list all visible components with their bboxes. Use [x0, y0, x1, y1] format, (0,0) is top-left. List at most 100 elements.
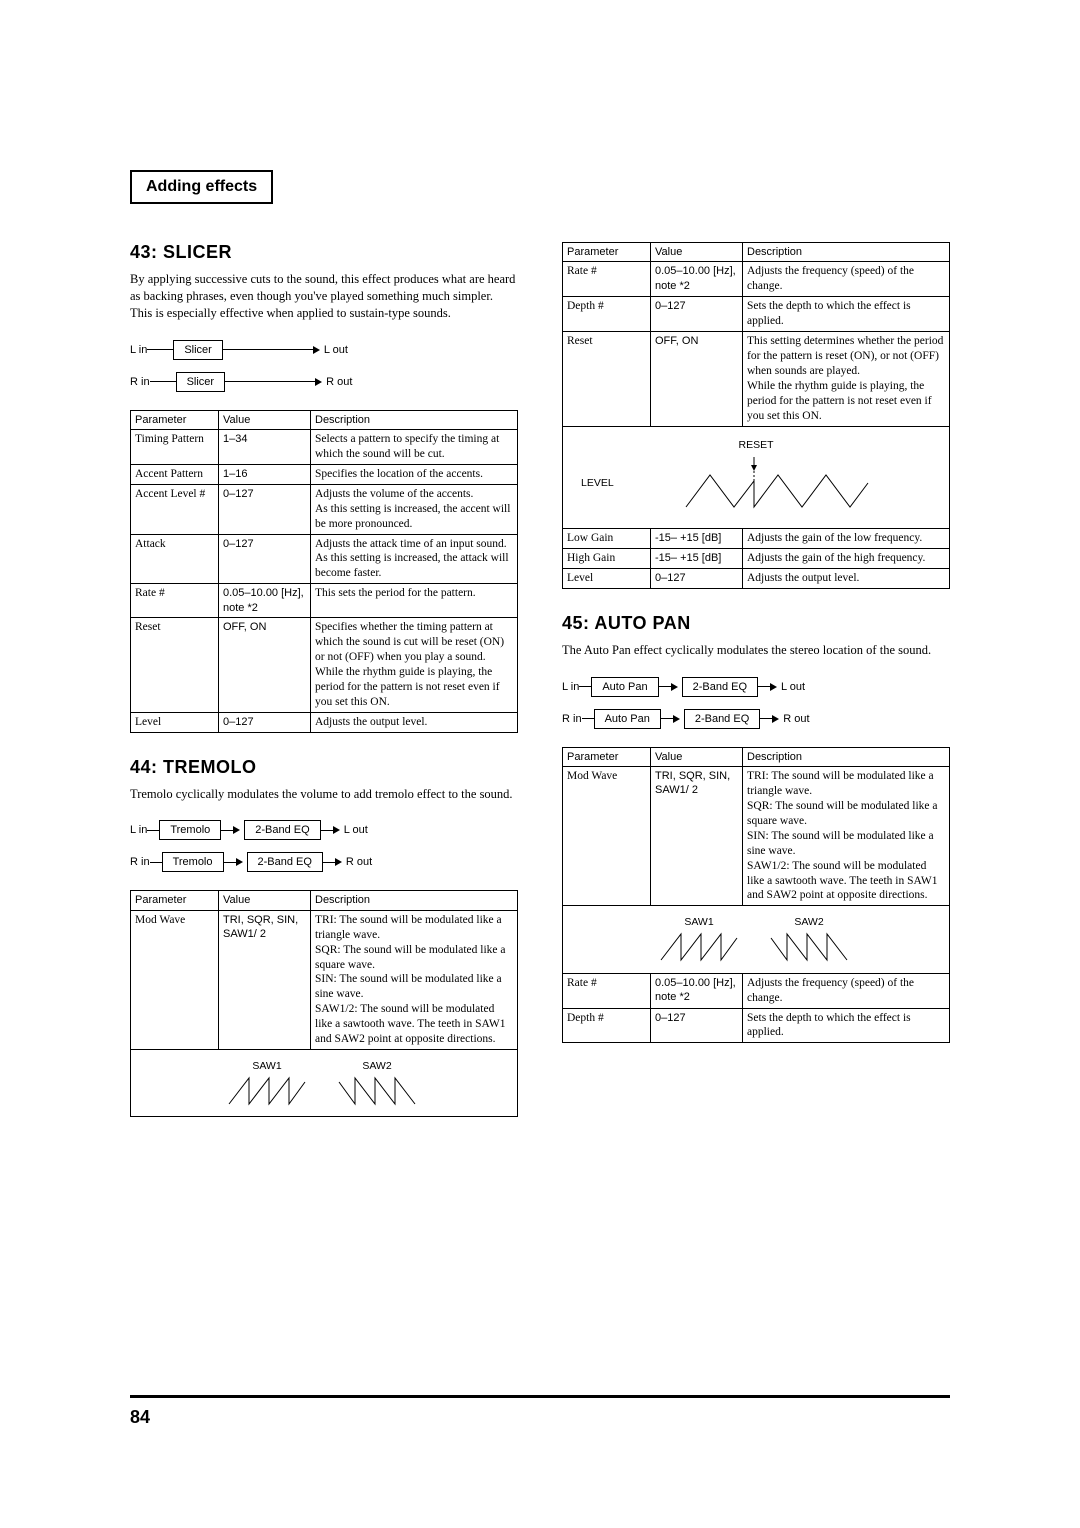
left-column: 43: SLICER By applying successive cuts t… [130, 242, 518, 1117]
cell-desc: Adjusts the gain of the high frequency. [743, 548, 950, 568]
sig-box-eq: 2-Band EQ [244, 820, 320, 840]
table-row: Timing Pattern1–34Selects a pattern to s… [131, 429, 518, 464]
cell-desc: Adjusts the output level. [311, 712, 518, 732]
arrow-icon [233, 826, 240, 834]
cell-desc: This setting determines whether the peri… [743, 332, 950, 427]
table-row: Rate #0.05–10.00 [Hz], note *2Adjusts th… [563, 262, 950, 297]
saw2-label: SAW2 [337, 1060, 417, 1074]
cell-param: Rate # [131, 584, 219, 618]
saw1-label: SAW1 [659, 916, 739, 930]
sig-r-out: R out [783, 713, 809, 725]
saw1-label: SAW1 [227, 1060, 307, 1074]
autopan-table: Parameter Value Description Mod WaveTRI,… [562, 747, 950, 1044]
cell-desc: Adjusts the frequency (speed) of the cha… [743, 973, 950, 1008]
saw-diagram-cell: SAW1 SAW2 [563, 906, 950, 973]
cell-value: 0–127 [219, 484, 311, 534]
sig-box-autopan: Auto Pan [591, 677, 658, 697]
cell-desc: Specifies the location of the accents. [311, 464, 518, 484]
page-number: 84 [130, 1407, 150, 1428]
th-param: Parameter [131, 891, 219, 910]
tremolo-title: 44: TREMOLO [130, 757, 518, 778]
autopan-desc: The Auto Pan effect cyclically modulates… [562, 642, 950, 659]
reset-diagram-cell: RESET LEVEL [563, 426, 950, 528]
footer-rule [130, 1395, 950, 1398]
arrow-icon [333, 826, 340, 834]
th-desc: Description [743, 243, 950, 262]
tremolo-desc: Tremolo cyclically modulates the volume … [130, 786, 518, 803]
cell-param: Level [563, 568, 651, 588]
sig-box-autopan: Auto Pan [594, 709, 661, 729]
arrow-icon [335, 858, 342, 866]
cell-value: TRI, SQR, SIN, SAW1/ 2 [651, 766, 743, 905]
slicer-signal-chain: L in Slicer L out R in Slicer R out [130, 340, 518, 392]
cell-param: Timing Pattern [131, 429, 219, 464]
arrow-icon [313, 346, 320, 354]
slicer-desc: By applying successive cuts to the sound… [130, 271, 518, 322]
cell-desc: Adjusts the output level. [743, 568, 950, 588]
cell-param: Depth # [563, 1008, 651, 1043]
cell-param: Depth # [563, 297, 651, 332]
cell-desc: Sets the depth to which the effect is ap… [743, 297, 950, 332]
tremolo-table: Parameter Value Description Mod WaveTRI,… [130, 890, 518, 1117]
cell-desc: TRI: The sound will be modulated like a … [743, 766, 950, 905]
autopan-signal-chain: L in Auto Pan 2-Band EQ L out R in Auto … [562, 677, 950, 729]
slicer-table: Parameter Value Description Timing Patte… [130, 410, 518, 733]
table-row: Low Gain-15– +15 [dB]Adjusts the gain of… [563, 528, 950, 548]
cell-desc: Specifies whether the timing pattern at … [311, 617, 518, 712]
cell-value: 0.05–10.00 [Hz], note *2 [651, 973, 743, 1008]
saw2-icon [337, 1076, 417, 1106]
th-value: Value [651, 243, 743, 262]
cell-value: 0–127 [651, 568, 743, 588]
cell-param: Mod Wave [563, 766, 651, 905]
cell-desc: TRI: The sound will be modulated like a … [311, 910, 518, 1049]
cell-desc: Selects a pattern to specify the timing … [311, 429, 518, 464]
cell-value: -15– +15 [dB] [651, 528, 743, 548]
sig-l-in: L in [130, 824, 147, 836]
table-row: ResetOFF, ONThis setting determines whet… [563, 332, 950, 427]
cell-param: Rate # [563, 973, 651, 1008]
section-header: Adding effects [130, 170, 273, 204]
table-row: Accent Pattern1–16Specifies the location… [131, 464, 518, 484]
sig-box-slicer: Slicer [173, 340, 223, 360]
table-row: Mod WaveTRI, SQR, SIN, SAW1/ 2TRI: The s… [563, 766, 950, 905]
cell-param: Attack [131, 534, 219, 584]
table-row: Level0–127Adjusts the output level. [563, 568, 950, 588]
saw-diagram-cell: SAW1 SAW2 [131, 1050, 518, 1117]
cell-param: Rate # [563, 262, 651, 297]
cell-desc: Adjusts the gain of the low frequency. [743, 528, 950, 548]
th-value: Value [651, 747, 743, 766]
sig-r-out: R out [326, 376, 352, 388]
autopan-title: 45: AUTO PAN [562, 613, 950, 634]
cell-value: 0–127 [651, 1008, 743, 1043]
sig-box-eq: 2-Band EQ [684, 709, 760, 729]
cell-desc: Adjusts the frequency (speed) of the cha… [743, 262, 950, 297]
arrow-icon [772, 715, 779, 723]
cell-desc: Sets the depth to which the effect is ap… [743, 1008, 950, 1043]
sig-l-out: L out [344, 824, 368, 836]
saw1-icon [227, 1076, 307, 1106]
cell-param: High Gain [563, 548, 651, 568]
section-header-text: Adding effects [146, 178, 257, 195]
cell-value: 0–127 [651, 297, 743, 332]
arrow-icon [770, 683, 777, 691]
sig-l-in: L in [130, 344, 147, 356]
table-row: Rate #0.05–10.00 [Hz], note *2This sets … [131, 584, 518, 618]
cell-desc: This sets the period for the pattern. [311, 584, 518, 618]
cell-param: Reset [563, 332, 651, 427]
right-column: Parameter Value Description Rate #0.05–1… [562, 242, 950, 1117]
sig-box-slicer: Slicer [176, 372, 226, 392]
th-desc: Description [311, 891, 518, 910]
cell-param: Mod Wave [131, 910, 219, 1049]
table-row: Attack0–127Adjusts the attack time of an… [131, 534, 518, 584]
sig-l-out: L out [324, 344, 348, 356]
th-desc: Description [743, 747, 950, 766]
tremolo-signal-chain: L in Tremolo 2-Band EQ L out R in Tremol… [130, 820, 518, 872]
cell-value: OFF, ON [219, 617, 311, 712]
cell-value: 0–127 [219, 534, 311, 584]
th-desc: Description [311, 410, 518, 429]
sig-r-in: R in [130, 376, 150, 388]
th-param: Parameter [563, 747, 651, 766]
table-row: Depth #0–127Sets the depth to which the … [563, 297, 950, 332]
saw2-label: SAW2 [769, 916, 849, 930]
table-row: Mod WaveTRI, SQR, SIN, SAW1/ 2TRI: The s… [131, 910, 518, 1049]
